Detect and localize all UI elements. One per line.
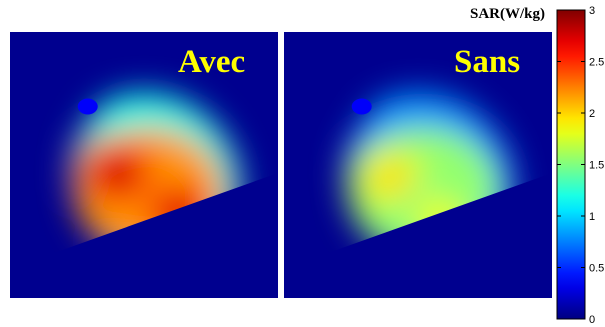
panel-label-sans: Sans — [454, 44, 521, 80]
hotspot-1-level-3 — [98, 156, 137, 190]
heatmap-avec — [10, 32, 278, 298]
colorbar-gradient — [556, 9, 586, 320]
field-speck — [351, 98, 372, 115]
colorbar-tick-label: 1 — [589, 211, 595, 223]
heatmap-panel-sans — [284, 32, 552, 298]
heatmap-panel-avec — [10, 32, 278, 298]
panel-label-avec: Avec — [178, 44, 246, 80]
colorbar-tick-label: 1.5 — [589, 160, 604, 172]
colorbar-tick-label: 2.5 — [589, 57, 604, 69]
colorbar-title: SAR(W/kg) — [470, 6, 546, 22]
colorbar-tick-label: 2 — [589, 108, 595, 120]
heatmap-sans — [284, 32, 552, 298]
colorbar-tick-label: 3 — [589, 5, 595, 17]
hotspot-1-level-3 — [372, 161, 411, 195]
colorbar-tick-label: 0 — [589, 314, 595, 326]
field-speck — [77, 98, 98, 115]
colorbar-tick-label: 0.5 — [589, 263, 604, 275]
